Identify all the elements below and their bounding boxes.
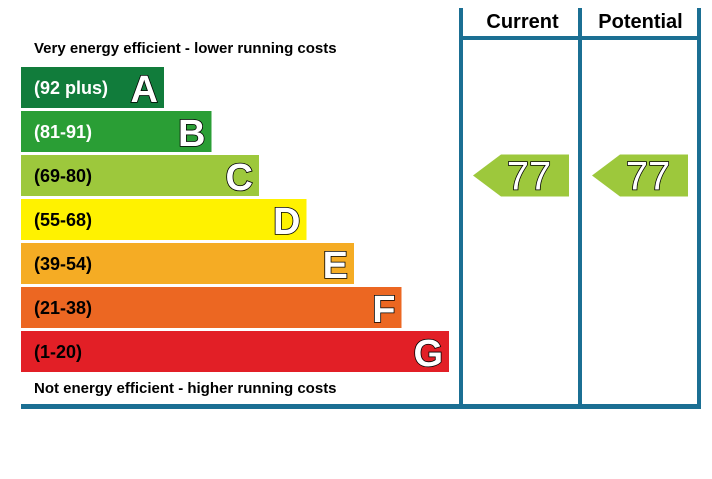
band-letter-d: D [273,201,300,243]
band-letter-a: A [131,69,158,111]
frame-divider-right [697,8,701,406]
band-range-d: (55-68) [34,210,92,230]
band-bar-d [21,199,307,240]
band-letter-f: F [372,289,395,331]
frame-divider-left [459,8,463,406]
rating-value-potential: 77 [626,155,671,199]
band-letter-b: B [178,113,205,155]
rating-arrow-potential [592,154,688,197]
band-bar-g [21,331,449,372]
column-header-potential: Potential [598,11,682,33]
band-letter-c: C [226,157,253,199]
frame-divider-middle [578,8,582,406]
rating-arrow-current [473,154,569,197]
band-range-g: (1-20) [34,342,82,362]
band-bar-b [21,111,212,152]
band-range-b: (81-91) [34,122,92,142]
top-caption: Very energy efficient - lower running co… [34,40,337,57]
column-header-current: Current [486,11,559,33]
band-bar-a [21,67,164,108]
frame-header-line [459,36,701,40]
band-range-c: (69-80) [34,166,92,186]
band-bar-c [21,155,259,196]
band-range-e: (39-54) [34,254,92,274]
band-letter-e: E [323,245,348,287]
frame-bottom-line [21,404,701,409]
band-bar-e [21,243,354,284]
band-letter-g: G [413,333,443,375]
band-range-a: (92 plus) [34,78,108,98]
bottom-caption: Not energy efficient - higher running co… [34,380,337,397]
rating-value-current: 77 [507,155,552,199]
band-range-f: (21-38) [34,298,92,318]
band-bar-f [21,287,402,328]
